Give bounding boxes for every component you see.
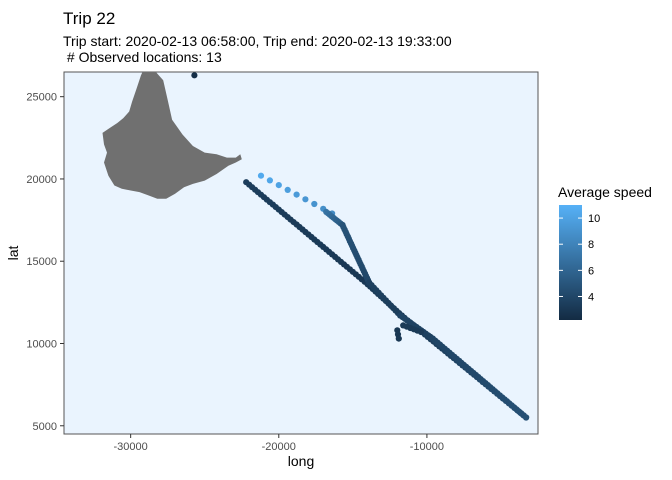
chart-subtitle: Trip start: 2020-02-13 06:58:00, Trip en… [63, 33, 452, 65]
data-point [191, 72, 198, 79]
y-axis-title: lat [5, 246, 21, 261]
data-point [266, 177, 273, 184]
land-polygon [102, 72, 242, 199]
legend-ticks: 4 6 8 10 [559, 213, 600, 303]
legend-tick-label: 10 [588, 213, 600, 225]
legend-title: Average speed [558, 184, 652, 200]
legend-tick-label: 8 [588, 239, 594, 251]
x-axis-title: long [288, 453, 314, 469]
data-point [284, 186, 291, 193]
x-tick-label: -20000 [262, 441, 296, 453]
x-tick-label: -30000 [114, 441, 148, 453]
land-layer [102, 72, 242, 199]
color-legend: Average speed 4 6 8 10 [558, 184, 652, 320]
data-point [293, 191, 300, 198]
data-point [302, 196, 309, 203]
data-point [395, 335, 402, 342]
y-tick-label: 25000 [26, 92, 57, 104]
observed-locations-text: # Observed locations: 13 [63, 49, 222, 65]
data-point [257, 172, 265, 179]
y-tick-label: 20000 [26, 174, 57, 186]
legend-tick-label: 6 [588, 265, 594, 277]
y-axis: 5000 10000 15000 20000 25000 [26, 92, 64, 433]
data-point [275, 182, 282, 189]
points-layer [191, 72, 530, 421]
data-point [417, 328, 425, 336]
trip-times-text: Trip start: 2020-02-13 06:58:00, Trip en… [63, 33, 452, 49]
y-tick-label: 5000 [33, 421, 57, 433]
y-tick-label: 15000 [26, 256, 57, 268]
legend-colorbar [559, 205, 582, 320]
y-tick-label: 10000 [26, 339, 57, 351]
data-point [523, 414, 530, 421]
legend-tick-label: 4 [588, 291, 594, 303]
x-tick-label: -10000 [410, 441, 444, 453]
chart-title: Trip 22 [63, 9, 116, 28]
x-axis: -30000 -20000 -10000 [114, 434, 444, 453]
data-point [311, 200, 318, 208]
